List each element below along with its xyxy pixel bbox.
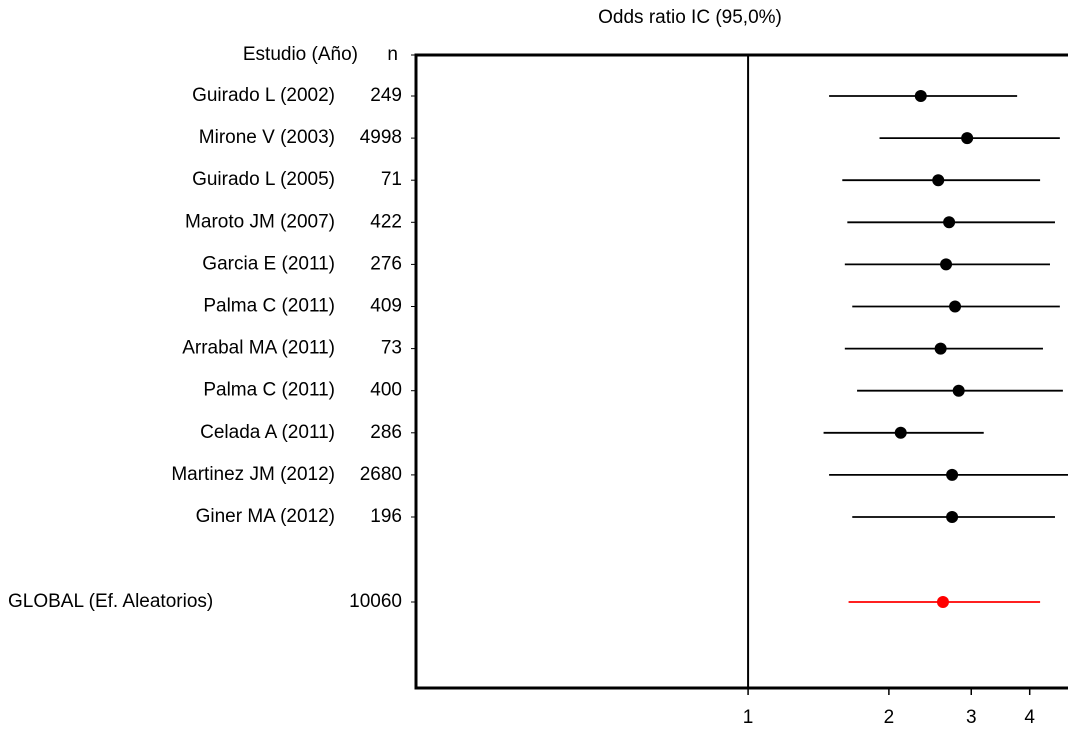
n-label: 286 bbox=[370, 422, 402, 443]
odds-ratio-point bbox=[943, 216, 956, 229]
study-header: Estudio (Año) bbox=[243, 44, 358, 65]
study-label: Martinez JM (2012) bbox=[171, 464, 335, 485]
odds-ratio-point bbox=[949, 300, 962, 313]
x-tick-label: 2 bbox=[884, 707, 895, 728]
odds-ratio-point bbox=[936, 596, 949, 608]
odds-ratio-point bbox=[940, 258, 953, 271]
summary-label: GLOBAL (Ef. Aleatorios) bbox=[8, 591, 213, 612]
x-tick-label: 3 bbox=[966, 707, 977, 728]
odds-ratio-point bbox=[946, 511, 959, 523]
odds-ratio-point bbox=[934, 342, 947, 355]
n-label: 409 bbox=[370, 296, 402, 317]
n-label: 73 bbox=[381, 338, 402, 359]
n-label: 276 bbox=[370, 253, 402, 274]
x-tick-label: 1 bbox=[743, 707, 754, 728]
study-label: Maroto JM (2007) bbox=[185, 211, 335, 232]
n-label: 400 bbox=[370, 380, 402, 401]
study-label: Guirado L (2002) bbox=[192, 85, 335, 106]
chart-title: Odds ratio IC (95,0%) bbox=[598, 7, 782, 28]
study-label: Palma C (2011) bbox=[203, 380, 335, 401]
odds-ratio-point bbox=[952, 384, 965, 397]
plot-frame bbox=[414, 53, 1068, 690]
study-label: Arrabal MA (2011) bbox=[182, 338, 335, 359]
x-tick-label: 4 bbox=[1024, 707, 1035, 728]
study-label: Guirado L (2005) bbox=[192, 169, 335, 190]
odds-ratio-point bbox=[946, 468, 959, 481]
n-label: 4998 bbox=[360, 127, 402, 148]
plot-area bbox=[747, 55, 1068, 688]
odds-ratio-point bbox=[932, 174, 945, 187]
study-label: Palma C (2011) bbox=[203, 296, 335, 317]
n-header: n bbox=[387, 44, 398, 65]
odds-ratio-point bbox=[961, 132, 974, 145]
odds-ratio-point bbox=[914, 90, 927, 102]
study-label: Giner MA (2012) bbox=[196, 506, 335, 527]
study-label: Mirone V (2003) bbox=[199, 127, 335, 148]
n-label: 196 bbox=[370, 506, 402, 527]
n-label: 422 bbox=[370, 211, 402, 232]
study-label: Celada A (2011) bbox=[200, 422, 335, 443]
n-label: 249 bbox=[370, 85, 402, 106]
n-label: 10060 bbox=[349, 591, 402, 612]
n-label: 2680 bbox=[360, 464, 402, 485]
study-label: Garcia E (2011) bbox=[202, 253, 335, 274]
odds-ratio-point bbox=[894, 426, 907, 439]
n-label: 71 bbox=[381, 169, 402, 190]
